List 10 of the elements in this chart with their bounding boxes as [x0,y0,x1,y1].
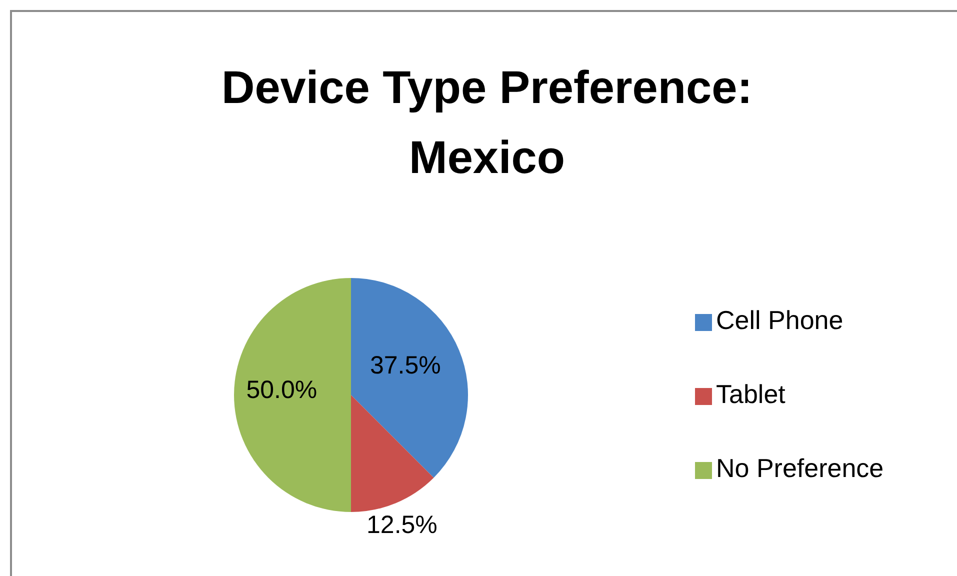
data-label: 50.0% [246,376,318,404]
legend-label: Cell Phone [716,305,844,335]
chart-title: Device Type Preference: Mexico [220,60,754,185]
legend-label: Tablet [716,379,786,409]
pie-slice [351,395,434,512]
pie-slice [234,278,351,512]
pie-slice [351,278,468,478]
data-label: 37.5% [370,351,441,380]
legend-label: No Preference [716,453,884,483]
data-label: 12.5% [366,511,438,540]
